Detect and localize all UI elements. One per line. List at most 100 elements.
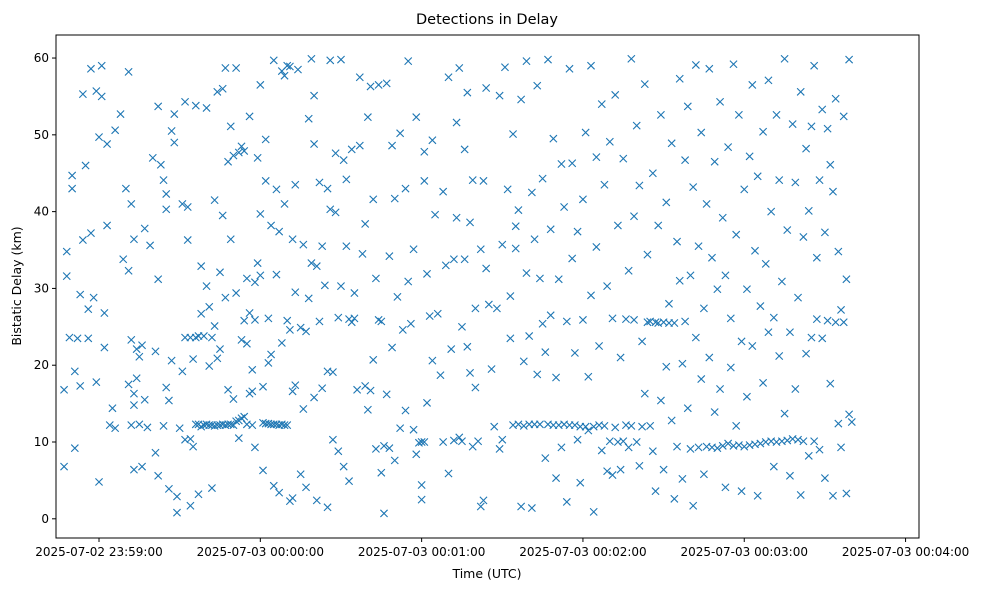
data-point	[248, 365, 257, 374]
data-point	[452, 213, 461, 222]
data-point	[172, 492, 181, 501]
data-point	[194, 490, 203, 499]
data-point	[686, 271, 695, 280]
data-point	[702, 199, 711, 208]
data-point	[380, 441, 388, 450]
data-point	[342, 242, 351, 251]
data-point	[667, 416, 676, 425]
data-point	[818, 105, 827, 114]
data-point	[105, 421, 114, 430]
data-point	[291, 381, 300, 390]
y-axis: 0 10 20 30 40 50 60	[34, 51, 56, 526]
data-point	[138, 341, 147, 350]
data-point	[737, 487, 746, 496]
data-point	[320, 281, 329, 290]
data-point	[716, 97, 725, 106]
data-point	[162, 189, 171, 198]
data-point	[86, 229, 95, 238]
data-point	[796, 491, 805, 499]
data-point	[288, 235, 297, 244]
data-point	[562, 317, 571, 326]
data-point	[420, 176, 429, 185]
data-point	[84, 334, 93, 343]
data-point	[608, 471, 617, 480]
data-point	[828, 187, 837, 196]
data-point	[799, 232, 808, 241]
data-point	[834, 247, 843, 256]
data-point	[772, 110, 781, 119]
data-point	[710, 157, 719, 166]
data-point	[457, 437, 466, 446]
data-point	[573, 435, 582, 444]
data-point	[810, 437, 819, 446]
data-point	[127, 335, 136, 344]
data-point	[256, 80, 265, 89]
data-point	[756, 302, 765, 311]
data-point	[463, 342, 472, 351]
data-point	[643, 250, 652, 259]
data-point	[417, 495, 426, 504]
data-point	[170, 138, 179, 147]
data-point	[605, 437, 614, 446]
x-tick-label: 2025-07-03 00:00:00	[197, 545, 324, 559]
data-point	[119, 255, 128, 264]
data-point	[713, 285, 722, 294]
data-point	[837, 443, 846, 452]
data-point	[519, 357, 528, 366]
data-point	[328, 368, 337, 377]
data-point	[683, 404, 692, 413]
data-point	[673, 237, 682, 246]
data-point	[476, 245, 485, 254]
data-point	[490, 422, 499, 431]
data-point	[310, 393, 319, 402]
data-point	[546, 225, 555, 234]
data-point	[178, 367, 187, 376]
data-point	[648, 169, 657, 178]
data-point	[630, 315, 639, 324]
data-point	[457, 322, 466, 331]
data-point	[296, 323, 305, 332]
data-point	[500, 63, 509, 72]
data-point	[656, 110, 665, 119]
data-point	[315, 178, 324, 187]
data-point	[70, 444, 79, 453]
data-point	[62, 247, 71, 256]
data-point	[164, 396, 173, 405]
data-point	[471, 304, 480, 313]
data-point	[748, 80, 757, 89]
data-point	[307, 54, 316, 63]
data-point	[560, 203, 569, 212]
data-point	[713, 444, 722, 453]
data-point	[587, 61, 595, 70]
data-point	[291, 288, 300, 297]
data-point	[517, 502, 526, 511]
data-point	[444, 469, 453, 478]
plot-frame	[55, 34, 920, 539]
data-point	[129, 401, 138, 410]
y-tick-label: 50	[34, 128, 49, 142]
data-point	[627, 54, 636, 63]
data-point	[129, 465, 138, 474]
data-point	[129, 235, 138, 244]
data-point	[358, 249, 367, 258]
data-point	[482, 264, 491, 273]
x-axis-label: Time (UTC)	[451, 566, 521, 581]
data-point	[576, 478, 585, 487]
data-point	[656, 396, 665, 405]
data-point	[143, 423, 152, 432]
data-point	[460, 255, 469, 264]
data-point	[382, 79, 391, 88]
data-point	[237, 335, 246, 344]
data-point	[207, 333, 216, 342]
data-point	[681, 317, 690, 326]
data-point	[100, 309, 109, 317]
data-point	[538, 174, 547, 183]
data-point	[339, 156, 348, 165]
data-point	[221, 293, 230, 302]
x-tick-label: 2025-07-03 00:01:00	[358, 545, 485, 559]
data-point	[111, 424, 120, 433]
data-point	[479, 496, 488, 505]
data-point	[103, 221, 112, 230]
data-point	[428, 356, 437, 365]
data-point	[326, 56, 335, 65]
